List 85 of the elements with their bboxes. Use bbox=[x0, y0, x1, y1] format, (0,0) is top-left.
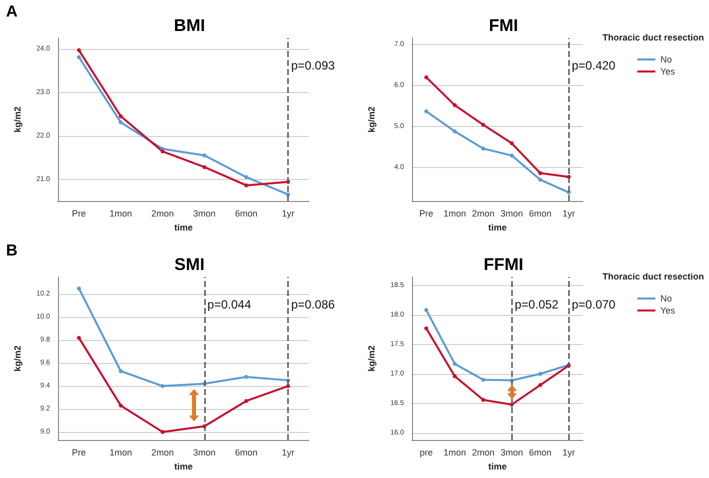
x-tick-label: 1yr bbox=[282, 208, 294, 218]
point bbox=[452, 362, 457, 366]
chart-title: SMI bbox=[174, 255, 205, 274]
legend-title: Thoracic duct resection bbox=[602, 272, 704, 282]
x-tick-label: Pre bbox=[72, 208, 86, 218]
point bbox=[160, 384, 165, 388]
text: B bbox=[6, 242, 18, 260]
x-tick-label: 1mon bbox=[109, 208, 132, 218]
chart-title: BMI bbox=[174, 16, 206, 35]
point bbox=[538, 178, 542, 182]
chart-title: FMI bbox=[488, 16, 518, 35]
point bbox=[452, 129, 457, 134]
x-tick-label: 1mon bbox=[443, 448, 466, 458]
point bbox=[481, 122, 486, 127]
ref-line-label: p=0.052 bbox=[514, 297, 559, 312]
x-tick-label: 6mon bbox=[234, 208, 258, 218]
point bbox=[76, 55, 81, 60]
x-tick-label: pre bbox=[420, 448, 433, 458]
point bbox=[538, 372, 542, 376]
ref-line-label: p=0.070 bbox=[572, 297, 616, 312]
point bbox=[244, 398, 248, 403]
x-tick-label: 1yr bbox=[282, 448, 294, 458]
point bbox=[118, 114, 123, 118]
ref-line-label: p=0.044 bbox=[207, 297, 252, 312]
point bbox=[452, 374, 457, 378]
point bbox=[481, 146, 486, 151]
x-tick-label: 1mon bbox=[443, 208, 466, 218]
legend-label: No bbox=[660, 54, 672, 64]
point bbox=[118, 404, 123, 408]
point bbox=[510, 154, 514, 158]
y-axis-title: kg/m2 bbox=[12, 345, 22, 372]
y-axis-title: kg/m2 bbox=[366, 345, 376, 372]
x-tick-label: 3mon bbox=[193, 208, 216, 218]
point bbox=[244, 175, 248, 180]
ref-line-label: p=0.093 bbox=[291, 58, 336, 72]
x-tick-label: 2mon bbox=[472, 208, 495, 218]
ref-line-label: p=0.086 bbox=[291, 297, 336, 312]
x-tick-label: 6mon bbox=[234, 448, 258, 458]
y-axis-title: kg/m2 bbox=[12, 106, 22, 133]
point bbox=[76, 336, 81, 340]
point bbox=[202, 165, 206, 170]
y-axis-title: kg/m2 bbox=[366, 106, 376, 133]
x-tick-label: 2mon bbox=[472, 448, 495, 458]
x-tick-label: 2mon bbox=[151, 448, 174, 458]
x-tick-label: 1yr bbox=[562, 448, 576, 458]
text: A bbox=[6, 4, 18, 20]
point bbox=[202, 153, 206, 158]
point bbox=[481, 398, 486, 402]
x-tick-label: 3mon bbox=[500, 208, 524, 218]
point bbox=[118, 120, 123, 124]
legend-label: No bbox=[660, 294, 672, 304]
point bbox=[424, 75, 428, 80]
x-axis-title: time bbox=[174, 462, 193, 472]
point bbox=[76, 286, 81, 290]
point bbox=[510, 141, 514, 146]
point bbox=[244, 183, 248, 188]
point bbox=[481, 378, 486, 382]
legend-label: Yes bbox=[660, 306, 676, 316]
x-tick-label: Pre bbox=[419, 208, 434, 218]
point bbox=[76, 48, 81, 52]
legend-label: Yes bbox=[660, 66, 676, 76]
point bbox=[118, 369, 123, 374]
point bbox=[160, 430, 165, 434]
x-tick-label: 6mon bbox=[528, 448, 552, 458]
point bbox=[424, 326, 428, 330]
point bbox=[424, 109, 428, 114]
chart-title: FFMI bbox=[484, 255, 524, 274]
point bbox=[538, 383, 542, 388]
point bbox=[452, 103, 457, 108]
point bbox=[160, 149, 165, 154]
x-axis-title: time bbox=[174, 222, 193, 232]
x-tick-label: 1mon bbox=[109, 448, 132, 458]
x-tick-label: 1yr bbox=[562, 208, 576, 218]
x-tick-label: 3mon bbox=[193, 448, 216, 458]
x-tick-label: Pre bbox=[72, 448, 86, 458]
x-tick-label: 6mon bbox=[528, 208, 552, 218]
point bbox=[424, 308, 428, 312]
point bbox=[244, 374, 248, 379]
x-axis-title: time bbox=[488, 462, 507, 472]
x-tick-label: 2mon bbox=[151, 208, 174, 218]
ref-line-label: p=0.420 bbox=[572, 58, 616, 72]
point bbox=[538, 171, 542, 176]
legend-title: Thoracic duct resection bbox=[602, 32, 704, 42]
x-tick-label: 3mon bbox=[500, 448, 524, 458]
x-axis-title: time bbox=[488, 222, 507, 232]
